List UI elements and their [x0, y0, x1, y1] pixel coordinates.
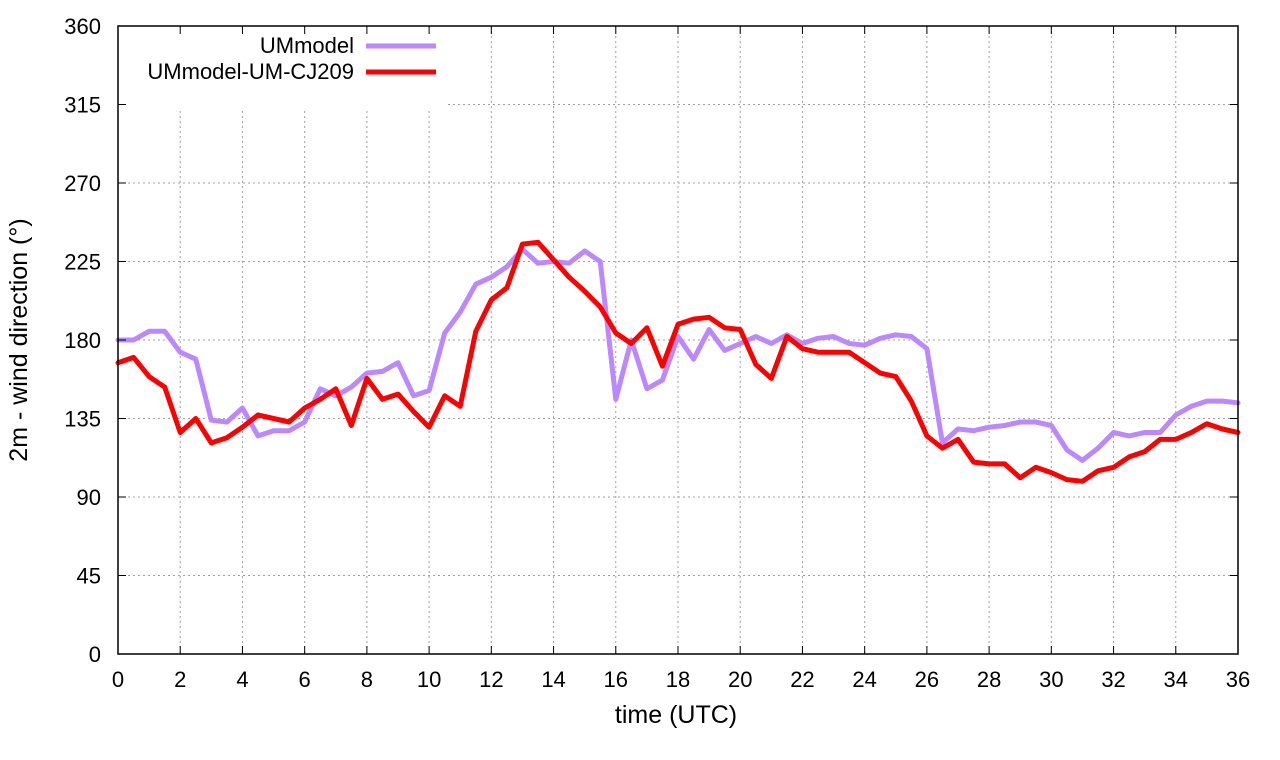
- legend-label-ummodel-um-cj209: UMmodel-UM-CJ209: [147, 59, 354, 84]
- y-tick-label: 225: [64, 250, 101, 275]
- x-tick-label: 34: [1164, 667, 1188, 692]
- y-tick-label: 90: [77, 485, 101, 510]
- x-tick-label: 2: [174, 667, 186, 692]
- y-tick-label: 360: [64, 14, 101, 39]
- x-tick-label: 28: [977, 667, 1001, 692]
- y-tick-label: 180: [64, 328, 101, 353]
- x-tick-label: 26: [915, 667, 939, 692]
- series-lines: [115, 239, 1241, 484]
- x-tick-label: 30: [1039, 667, 1063, 692]
- y-tick-label: 270: [64, 171, 101, 196]
- x-tick-label: 36: [1226, 667, 1250, 692]
- legend-background: [118, 28, 448, 108]
- x-tick-label: 24: [852, 667, 876, 692]
- x-tick-label: 32: [1101, 667, 1125, 692]
- axis-ticks: 0 2 4 6 8 10 12 14 16 18 20 22 24 26 28 30 32 34 360459013…: [64, 14, 1250, 692]
- x-tick-label: 14: [541, 667, 565, 692]
- y-tick-label: 315: [64, 93, 101, 118]
- y-axis-label: 2m - wind direction (°): [5, 218, 33, 461]
- x-tick-label: 16: [604, 667, 628, 692]
- x-tick-label: 10: [417, 667, 441, 692]
- legend: UMmodel UMmodel-UM-CJ209: [118, 28, 448, 108]
- x-tick-label: 18: [666, 667, 690, 692]
- x-tick-label: 0: [112, 667, 124, 692]
- x-tick-label: 20: [728, 667, 752, 692]
- x-axis-label: time (UTC): [615, 701, 737, 729]
- series-line-ummodel-um-cj209: [115, 239, 1241, 484]
- x-tick-label: 12: [479, 667, 503, 692]
- x-tick-label: 6: [299, 667, 311, 692]
- y-tick-label: 135: [64, 407, 101, 432]
- y-tick-label: 0: [89, 642, 101, 667]
- series-line-ummodel: [115, 246, 1241, 463]
- x-tick-label: 22: [790, 667, 814, 692]
- x-tick-label: 8: [361, 667, 373, 692]
- x-tick-label: 4: [236, 667, 248, 692]
- legend-label-ummodel: UMmodel: [260, 33, 354, 58]
- y-tick-label: 45: [77, 564, 101, 589]
